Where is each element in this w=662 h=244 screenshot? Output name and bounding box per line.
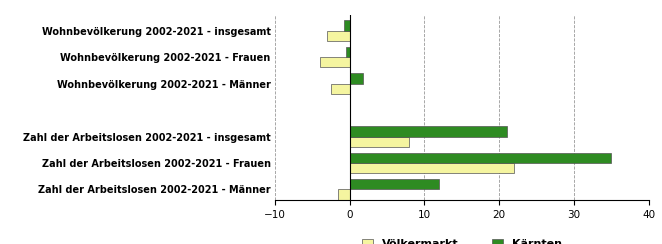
Bar xyxy=(344,20,350,30)
Bar xyxy=(350,163,514,173)
Bar xyxy=(350,136,409,147)
Legend: Völkermarkt, Kärnten: Völkermarkt, Kärnten xyxy=(361,239,562,244)
Bar xyxy=(327,30,350,41)
Bar xyxy=(338,190,350,200)
Bar xyxy=(320,57,350,67)
Bar xyxy=(331,83,350,94)
Bar xyxy=(350,179,440,190)
Bar xyxy=(350,73,363,83)
Bar xyxy=(350,126,506,136)
Bar xyxy=(350,153,612,163)
Bar xyxy=(346,47,350,57)
